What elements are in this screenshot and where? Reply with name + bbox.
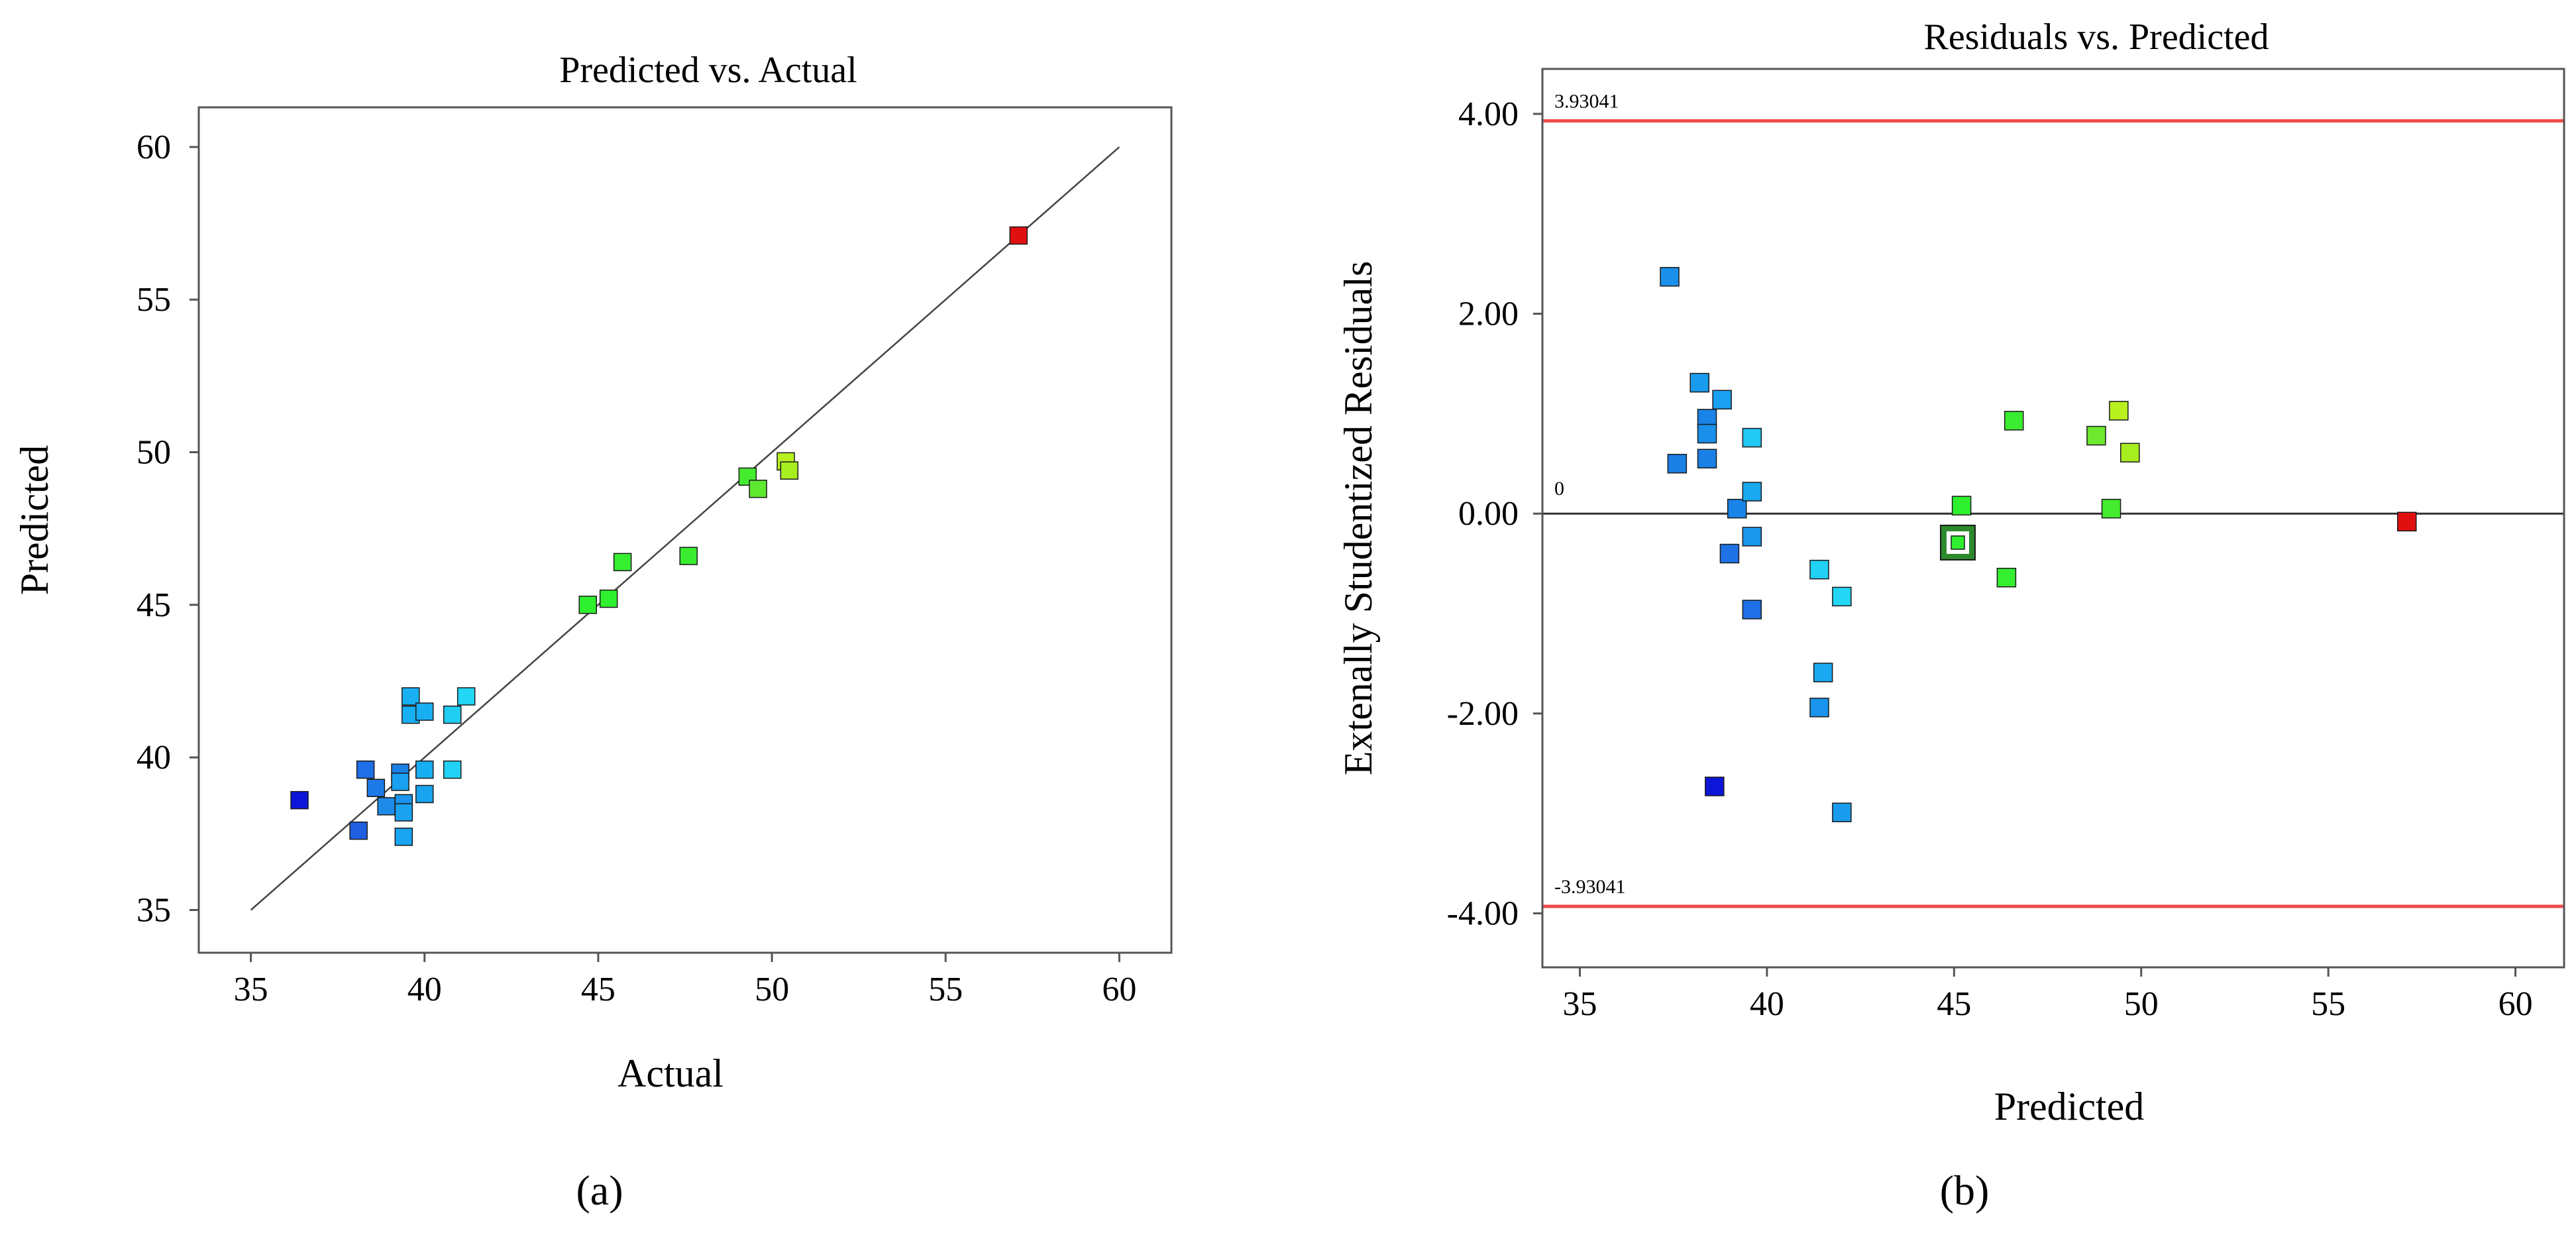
data-point bbox=[402, 687, 420, 706]
data-point bbox=[780, 461, 799, 480]
x-tick-label: 60 bbox=[2498, 985, 2533, 1023]
x-tick-label: 55 bbox=[2311, 985, 2345, 1023]
data-point bbox=[1813, 663, 1833, 682]
y-tick-label: 40 bbox=[136, 739, 171, 777]
data-point bbox=[356, 760, 375, 779]
x-tick-label: 50 bbox=[2124, 985, 2159, 1023]
x-tick-label: 35 bbox=[1562, 985, 1597, 1023]
axis-ticks: 35 40 45 50 55 60 35 40 45 50 55 60 bbox=[136, 129, 1136, 1008]
data-point bbox=[394, 803, 413, 822]
data-point bbox=[1719, 543, 1740, 564]
reference-lines: 3.93041 -3.93041 0 bbox=[1542, 90, 2564, 908]
data-point bbox=[349, 821, 368, 840]
data-point bbox=[1832, 802, 1852, 822]
data-point bbox=[2004, 411, 2024, 431]
upper-limit-label: 3.93041 bbox=[1554, 90, 1619, 112]
data-point bbox=[415, 784, 434, 804]
data-point bbox=[290, 790, 309, 810]
data-point bbox=[1742, 600, 1762, 619]
data-point bbox=[415, 760, 434, 779]
x-tick-label: 45 bbox=[1937, 985, 1971, 1023]
axis-ticks: 35 40 45 50 55 60 -4.00 -2.00 0.00 2.00 4.00 bbox=[1447, 95, 2533, 1023]
data-point bbox=[1951, 535, 1965, 550]
points-group bbox=[1660, 266, 2417, 822]
x-tick-label: 45 bbox=[581, 971, 616, 1008]
panel-b-chart: Residuals vs. Predicted 3.93041 -3.93041 0… bbox=[1336, 17, 2565, 1214]
data-point bbox=[1667, 454, 1688, 474]
lower-limit-label: -3.93041 bbox=[1554, 876, 1626, 898]
x-tick-label: 40 bbox=[407, 971, 442, 1008]
data-point bbox=[1690, 372, 1709, 393]
data-point bbox=[377, 797, 396, 816]
y-tick-label: -2.00 bbox=[1447, 695, 1519, 733]
data-point bbox=[1742, 482, 1762, 502]
data-point bbox=[1996, 567, 2017, 588]
x-tick-label: 50 bbox=[755, 971, 789, 1008]
data-point bbox=[394, 828, 413, 846]
data-point bbox=[1809, 698, 1829, 718]
panel-a-chart: Predicted vs. Actual 35 40 45 50 55 60 35 40 45 5… bbox=[13, 50, 1173, 1214]
y-tick-label: 60 bbox=[136, 129, 171, 166]
data-point bbox=[1727, 498, 1747, 519]
data-point bbox=[1712, 390, 1732, 410]
data-point bbox=[415, 702, 434, 721]
chart-title: Residuals vs. Predicted bbox=[1923, 17, 2269, 58]
x-axis-label: Actual bbox=[617, 1051, 724, 1095]
data-point bbox=[1742, 427, 1762, 448]
panel-label: (a) bbox=[576, 1167, 623, 1214]
data-point bbox=[1697, 423, 1717, 444]
points-group bbox=[250, 146, 1120, 911]
y-tick-label: 2.00 bbox=[1458, 295, 1519, 333]
x-tick-label: 35 bbox=[234, 971, 268, 1008]
y-tick-label: -4.00 bbox=[1447, 895, 1519, 933]
data-point bbox=[2101, 498, 2121, 519]
y-tick-label: 35 bbox=[136, 892, 171, 930]
data-point bbox=[2109, 401, 2129, 421]
y-axis-label: Predicted bbox=[13, 445, 56, 596]
data-point bbox=[599, 589, 618, 608]
data-point bbox=[443, 705, 462, 724]
x-tick-label: 60 bbox=[1102, 971, 1136, 1008]
data-point bbox=[1832, 586, 1852, 607]
plot-frame bbox=[197, 106, 1173, 954]
data-point bbox=[456, 687, 476, 706]
data-point bbox=[1951, 496, 1972, 515]
data-point bbox=[613, 553, 632, 572]
y-tick-label: 55 bbox=[136, 281, 171, 319]
plot-frame bbox=[1541, 68, 2565, 969]
data-point bbox=[749, 480, 767, 498]
data-point bbox=[679, 547, 698, 565]
data-point bbox=[1697, 449, 1717, 469]
data-point bbox=[443, 760, 462, 779]
zero-line-label: 0 bbox=[1554, 478, 1564, 500]
y-tick-label: 50 bbox=[136, 434, 171, 472]
y-tick-label: 4.00 bbox=[1458, 95, 1519, 133]
x-tick-label: 40 bbox=[1750, 985, 1784, 1023]
x-axis-label: Predicted bbox=[1994, 1085, 2145, 1128]
data-point bbox=[1809, 559, 1829, 580]
data-point bbox=[2120, 443, 2140, 462]
data-point bbox=[366, 779, 386, 797]
data-point bbox=[1742, 527, 1762, 547]
y-tick-label: 45 bbox=[136, 586, 171, 624]
data-point bbox=[1660, 266, 1680, 287]
data-point bbox=[391, 773, 409, 791]
data-point bbox=[578, 596, 597, 614]
y-tick-label: 0.00 bbox=[1458, 495, 1519, 533]
data-point bbox=[2086, 425, 2106, 446]
data-point bbox=[2397, 511, 2417, 532]
panel-label: (b) bbox=[1940, 1167, 1990, 1214]
data-point bbox=[1705, 777, 1725, 796]
y-axis-label: Extenally Studentized Residuals bbox=[1336, 261, 1380, 776]
x-tick-label: 55 bbox=[928, 971, 963, 1008]
data-point bbox=[1009, 226, 1028, 245]
chart-title: Predicted vs. Actual bbox=[559, 50, 857, 91]
